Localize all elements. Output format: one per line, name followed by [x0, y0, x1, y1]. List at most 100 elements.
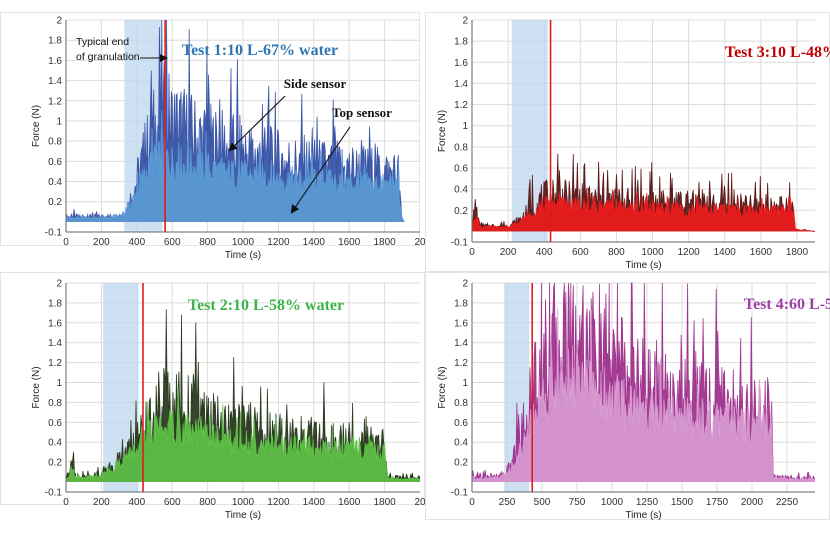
y-tick-label: 1.4	[48, 76, 62, 87]
y-tick-label: 0.8	[454, 398, 468, 409]
y-tick-label: 1	[56, 378, 62, 389]
x-tick-label: 0	[63, 237, 69, 248]
x-tick-label: 1800	[786, 247, 809, 258]
x-tick-label: 600	[164, 497, 181, 508]
marker-note: of granulation	[76, 51, 140, 63]
y-tick-label: 1	[462, 378, 468, 389]
series-line-2	[471, 308, 816, 481]
x-tick-label: 0	[63, 497, 69, 508]
chart-title: Test 1:10 L-67% water	[182, 42, 338, 59]
x-tick-label: 2250	[776, 497, 799, 508]
x-tick-label: 1200	[267, 237, 290, 248]
panel-p3: -0.10.20.40.60.811.21.41.61.820 200 400 600…	[0, 272, 426, 521]
x-tick-label: 400	[536, 247, 553, 258]
marker-note: Typical end	[76, 36, 129, 48]
x-tick-label: 20	[414, 237, 426, 248]
x-tick-label: 500	[534, 497, 551, 508]
y-tick-label: 1.6	[454, 318, 468, 329]
y-tick-label: 0.4	[48, 177, 62, 188]
y-tick-label: 0.4	[454, 185, 468, 196]
y-tick-label: 0.6	[48, 418, 62, 429]
x-tick-label: 600	[164, 237, 181, 248]
series-line-2	[471, 189, 816, 232]
x-axis-label: Time (s)	[625, 510, 661, 521]
panel-p2: -0.1 0.2 0.4 0.6 0.8 1 1.2 1.4 1.6 1.8 2 0 200 400 600…	[425, 12, 830, 272]
x-tick-label: 200	[93, 237, 110, 248]
chart-title: Test 4:60 L-58% water	[744, 296, 830, 313]
x-tick-label: 1800	[373, 237, 396, 248]
y-tick-label: 0.6	[454, 418, 468, 429]
top-sensor-label: Top sensor	[332, 105, 392, 120]
y-tick-label: -0.1	[45, 228, 63, 239]
y-tick-label: 1.8	[454, 37, 468, 48]
y-tick-label: -0.1	[451, 488, 469, 499]
x-tick-label: 1500	[671, 497, 694, 508]
x-tick-label: 800	[608, 247, 625, 258]
x-tick-label: 800	[199, 497, 216, 508]
x-tick-label: 1400	[714, 247, 737, 258]
x-tick-label: 1200	[678, 247, 701, 258]
y-tick-label: 1.4	[48, 338, 62, 349]
x-tick-label: 600	[572, 247, 589, 258]
y-tick-label: 1.6	[48, 318, 62, 329]
y-tick-label: 1.8	[454, 298, 468, 309]
y-axis-label: Force (N)	[437, 110, 448, 152]
y-tick-label: 2	[56, 279, 62, 290]
y-tick-label: 1.2	[48, 96, 62, 107]
y-tick-label: 1.4	[454, 79, 468, 90]
chart-title: Test 2:10 L-58% water	[188, 297, 344, 314]
panel-frame	[0, 12, 420, 246]
y-tick-label: 1	[462, 121, 468, 132]
x-tick-label: 750	[569, 497, 586, 508]
chart-title: Test 3:10 L-48% water	[725, 44, 830, 61]
y-tick-label: -0.1	[45, 488, 63, 499]
x-tick-label: 250	[499, 497, 516, 508]
y-tick-label: 1	[56, 116, 62, 127]
side-sensor-arrow	[228, 95, 286, 152]
series-line-2	[65, 110, 405, 223]
series-area-2	[472, 308, 815, 482]
x-tick-label: 1800	[373, 497, 396, 508]
y-tick-label: 0.2	[48, 197, 62, 208]
y-tick-label: 1.8	[48, 36, 62, 47]
y-tick-label: 2	[462, 279, 468, 290]
x-tick-label: 2000	[741, 497, 764, 508]
y-tick-label: 0.8	[48, 398, 62, 409]
y-tick-label: 1.6	[454, 58, 468, 69]
y-tick-label: 2	[56, 16, 62, 27]
x-tick-label: 1600	[338, 497, 361, 508]
x-tick-label: 20	[414, 497, 426, 508]
y-axis-label: Force (N)	[437, 366, 448, 408]
y-tick-label: 0.6	[454, 164, 468, 175]
x-tick-label: 1400	[303, 497, 326, 508]
y-tick-label: 1.2	[48, 358, 62, 369]
y-tick-label: 2	[462, 16, 468, 27]
y-tick-label: 0.8	[48, 137, 62, 148]
x-tick-label: 1600	[338, 237, 361, 248]
y-tick-label: 1.6	[48, 56, 62, 67]
x-tick-label: 800	[199, 237, 216, 248]
y-tick-label: 0.2	[48, 458, 62, 469]
x-tick-label: 1000	[232, 237, 255, 248]
y-tick-label: 1.2	[454, 358, 468, 369]
x-tick-label: 1750	[706, 497, 729, 508]
series-line-1	[65, 309, 421, 482]
y-tick-label: 1.4	[454, 338, 468, 349]
x-tick-label: 1600	[750, 247, 773, 258]
panel-p1: -0.10.20.40.60.811.21.41.61.820 200 400 600…	[0, 12, 426, 261]
x-tick-label: 200	[500, 247, 517, 258]
x-tick-label: 400	[128, 237, 145, 248]
x-axis-label: Time (s)	[225, 250, 261, 261]
x-axis-label: Time (s)	[225, 510, 261, 521]
y-tick-label: 0.2	[454, 206, 468, 217]
x-tick-label: 0	[469, 247, 475, 258]
y-tick-label: 0.8	[454, 142, 468, 153]
x-tick-label: 1200	[267, 497, 290, 508]
x-tick-label: 1400	[303, 237, 326, 248]
x-axis-label: Time (s)	[625, 260, 661, 271]
y-tick-label: 0.6	[48, 157, 62, 168]
top-sensor-arrow	[290, 126, 351, 214]
y-tick-label: -0.1	[451, 238, 469, 249]
side-sensor-label: Side sensor	[284, 76, 347, 91]
